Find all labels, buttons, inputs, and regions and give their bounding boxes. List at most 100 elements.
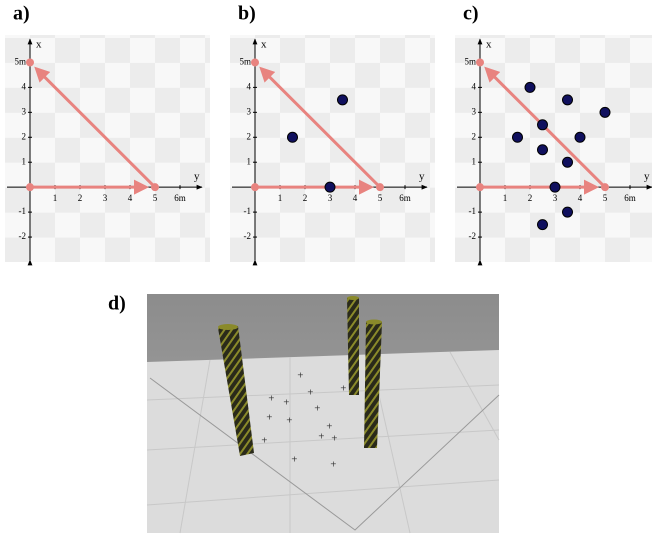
svg-text:+: +: [340, 384, 347, 393]
checker-cell: [305, 212, 331, 238]
checker-cell: [280, 237, 306, 262]
checker-cell: [605, 187, 631, 213]
checker-cell: [180, 87, 206, 113]
path-arrow: [34, 66, 157, 189]
checker-cell: [30, 112, 56, 138]
checker-cell: [630, 137, 652, 163]
checker-cell: [630, 187, 652, 213]
checker-cell: [30, 137, 56, 163]
checker-cell: [105, 187, 131, 213]
checker-cell: [455, 35, 481, 38]
checker-cell: [330, 237, 356, 262]
checker-cell: [80, 187, 106, 213]
checker-cell: [255, 87, 281, 113]
checker-cell: [480, 187, 506, 213]
checker-cell: [605, 237, 631, 262]
checker-cell: [180, 162, 206, 188]
cylinders: [218, 296, 382, 456]
checker-cell: [105, 237, 131, 262]
checker-cell: [455, 112, 481, 138]
checker-cell: [530, 187, 556, 213]
checker-cell: [455, 87, 481, 113]
checker-cell: [5, 35, 31, 38]
y-tick-label: 1: [247, 156, 252, 166]
chart-title: a): [13, 3, 30, 25]
checker-cell: [405, 137, 431, 163]
x-tick-label: 6m: [174, 193, 186, 203]
checker-cell: [580, 37, 606, 63]
checker-cell: [180, 37, 206, 63]
checker-cell: [430, 187, 435, 213]
svg-text:+: +: [307, 388, 314, 397]
checker-cell: [305, 137, 331, 163]
checker-cell: [430, 87, 435, 113]
y-tick-label: -2: [469, 231, 477, 241]
checker-cell: [430, 35, 435, 38]
render-panel: d) ++ + + ++ +++ + + + ++: [108, 293, 500, 534]
checker-cell: [105, 162, 131, 188]
x-tick-label: 3: [328, 193, 333, 203]
checker-cell: [330, 162, 356, 188]
checker-cell: [305, 62, 331, 88]
checker-cell: [55, 162, 81, 188]
point: [574, 131, 586, 143]
checker-cell: [255, 162, 281, 188]
checker-cell: [580, 237, 606, 262]
y-tick-label: 4: [472, 81, 477, 91]
checker-cell: [5, 37, 31, 63]
checker-cell: [230, 37, 256, 63]
checker-cell: [130, 62, 156, 88]
checker-cell: [605, 62, 631, 88]
checker-cell: [55, 187, 81, 213]
checker-cell: [80, 212, 106, 238]
checker-cell: [505, 212, 531, 238]
checker-cell: [5, 112, 31, 138]
floor-markers: ++ + + ++ +++ + + + ++: [261, 371, 347, 469]
x-tick-label: 2: [78, 193, 83, 203]
svg-text:+: +: [291, 455, 298, 464]
point: [537, 219, 548, 231]
checker-cell: [180, 212, 206, 238]
checker-cell: [630, 87, 652, 113]
y-tick-label: -1: [244, 206, 252, 216]
checker-cell: [580, 112, 606, 138]
checker-cell: [80, 87, 106, 113]
checker-cell: [405, 112, 431, 138]
checker-cell: [630, 237, 652, 262]
chart-panel: c) y x 1 2 3 4 5 6m -2 -1 1 2 3 4 5m: [455, 3, 652, 266]
checker-cell: [30, 162, 56, 188]
checker-cell: [255, 112, 281, 138]
checker-cell: [180, 237, 206, 262]
checker-cell: [55, 112, 81, 138]
checker-cell: [430, 162, 435, 188]
checker-cell: [380, 212, 406, 238]
checker-cell: [130, 35, 156, 38]
checker-cell: [155, 62, 181, 88]
y-tick-label: 4: [22, 81, 27, 91]
checker-cell: [605, 162, 631, 188]
x-tick-label: 4: [578, 193, 583, 203]
checker-cell: [630, 212, 652, 238]
chart-title: b): [238, 3, 256, 25]
y-tick-label: 4: [247, 81, 252, 91]
checker-cell: [305, 87, 331, 113]
y-tick-label: 3: [472, 106, 477, 116]
checker-cell: [480, 212, 506, 238]
checker-cell: [5, 237, 31, 262]
x-tick-label: 6m: [624, 193, 636, 203]
checker-cell: [430, 212, 435, 238]
checker-cell: [180, 112, 206, 138]
x-axis-label: y: [194, 171, 200, 183]
checker-cell: [605, 137, 631, 163]
checker-cell: [405, 162, 431, 188]
checker-cell: [55, 62, 81, 88]
checker-cell: [355, 112, 381, 138]
x-tick-label: 3: [103, 193, 108, 203]
x-tick-label: 4: [128, 193, 133, 203]
y-tick-label: 1: [472, 156, 477, 166]
checker-cell: [230, 237, 256, 262]
checker-cell: [180, 187, 206, 213]
checker-cell: [380, 187, 406, 213]
point: [537, 144, 548, 156]
checker-cell: [555, 35, 581, 38]
